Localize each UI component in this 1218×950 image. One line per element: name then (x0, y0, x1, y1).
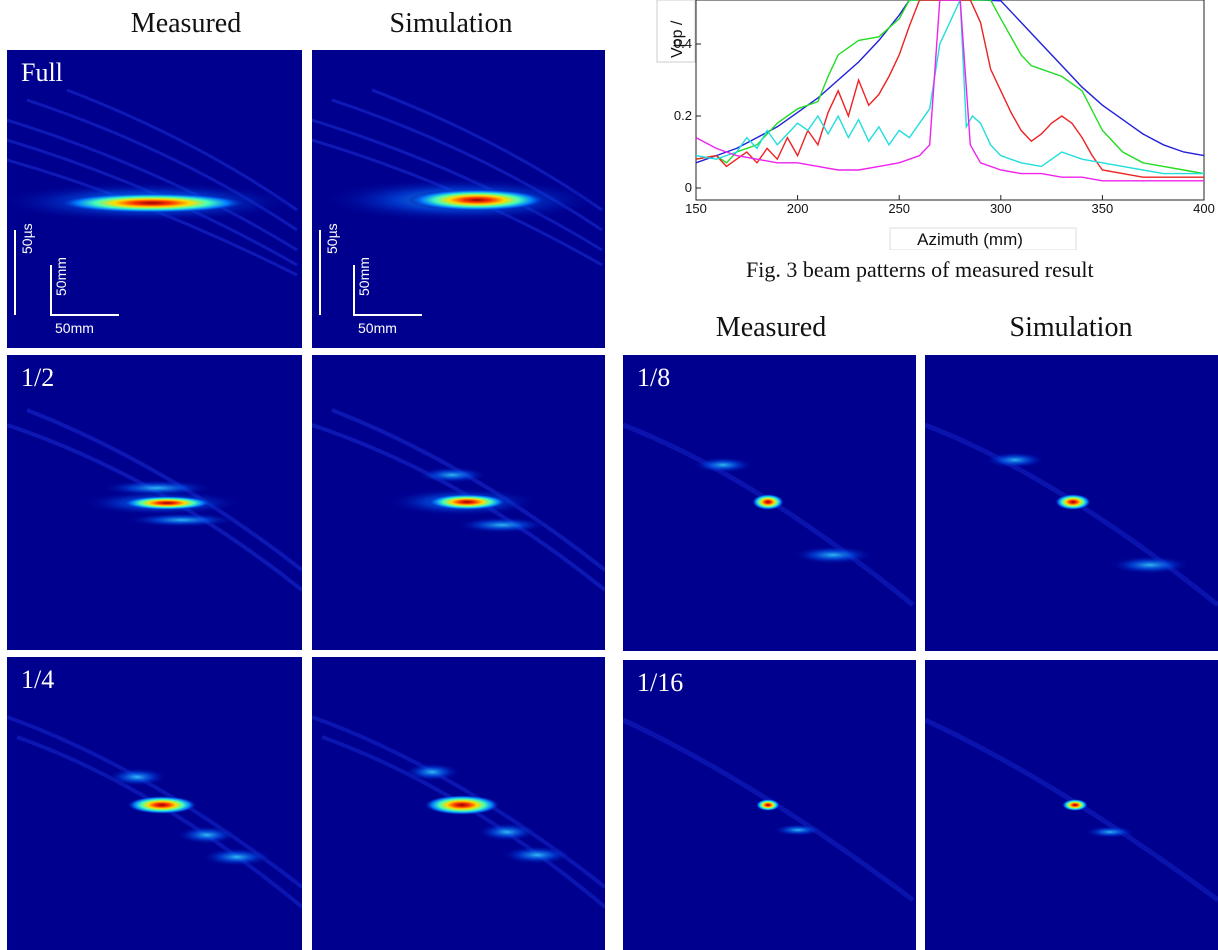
heatmap-sixteenth-measured (623, 660, 916, 950)
chart-axes-box (695, 0, 1205, 201)
panel-label-eighth: 1/8 (637, 363, 671, 392)
chart-ticks-group: 150 200 250 300 350 400 0 0.2 0.4 (674, 36, 1215, 216)
heatmap-full-measured (7, 50, 302, 348)
chart-xtick-label: 250 (888, 201, 910, 216)
beam-pattern-chart: 150 200 250 300 350 400 0 0.2 0.4 Vpp / Azimuth … (656, 0, 1215, 250)
chart-xlabel: Azimuth (mm) (917, 230, 1023, 249)
scale-time-label: 50µs (19, 223, 35, 254)
header-measured-left: Measured (130, 8, 242, 39)
heatmap-sixteenth-simulation (925, 660, 1218, 950)
chart-ytick-label: 0.2 (674, 108, 692, 123)
scale-time-label-sim: 50µs (324, 223, 340, 254)
header-measured-right: Measured (715, 312, 827, 343)
scale-horizontal-label: 50mm (55, 320, 94, 336)
chart-series-group (695, 0, 1205, 182)
chart-series-line-1 (695, 0, 1205, 164)
header-simulation-left: Simulation (389, 8, 513, 39)
chart-xtick-label: 400 (1193, 201, 1215, 216)
panel-half-simulation (312, 355, 605, 650)
panel-label-quarter: 1/4 (21, 665, 55, 694)
panel-sixteenth-simulation (925, 660, 1218, 950)
chart-series-line-5 (695, 0, 1204, 182)
panel-eighth-simulation (925, 355, 1218, 651)
heatmap-quarter-measured (7, 657, 302, 950)
panel-eighth-measured: 1/8 (623, 355, 916, 651)
chart-xtick-label: 300 (990, 201, 1012, 216)
header-simulation-right: Simulation (1009, 312, 1133, 343)
chart-series-line-3 (695, 0, 1204, 178)
scale-vertical-label: 50mm (53, 257, 69, 296)
chart-xtick-label: 350 (1092, 201, 1114, 216)
heatmap-half-simulation (312, 355, 605, 650)
chart-xtick-label: 150 (685, 201, 707, 216)
chart-xlabel-frame (889, 227, 1077, 250)
heatmap-quarter-simulation (312, 657, 605, 950)
panel-half-measured: 1/2 (7, 355, 302, 650)
heatmap-eighth-measured (623, 355, 916, 651)
panel-label-sixteenth: 1/16 (637, 668, 684, 697)
scale-horizontal-label-sim: 50mm (358, 320, 397, 336)
chart-ylabel: Vpp / (669, 20, 686, 58)
panel-full-measured: Full 50µs 50mm 50mm (7, 50, 302, 348)
panel-label-half: 1/2 (21, 363, 55, 392)
panel-label-full: Full (21, 58, 63, 87)
scale-vertical-label-sim: 50mm (356, 257, 372, 296)
chart-xtick-label: 200 (787, 201, 809, 216)
panel-sixteenth-measured: 1/16 (623, 660, 916, 950)
panel-quarter-measured: 1/4 (7, 657, 302, 950)
chart-ytick-label: 0.4 (674, 36, 692, 51)
chart-ytick-label: 0 (685, 180, 692, 195)
heatmap-full-simulation (312, 50, 605, 348)
panel-full-simulation: 50µs 50mm 50mm (312, 50, 605, 348)
panel-quarter-simulation (312, 657, 605, 950)
chart-series-line-2 (695, 0, 1205, 175)
heatmap-eighth-simulation (925, 355, 1218, 651)
figure-caption: Fig. 3 beam patterns of measured result (746, 257, 1094, 282)
chart-series-line-4 (695, 0, 1204, 175)
heatmap-half-measured (7, 355, 302, 650)
chart-legend-frame (656, 0, 696, 63)
